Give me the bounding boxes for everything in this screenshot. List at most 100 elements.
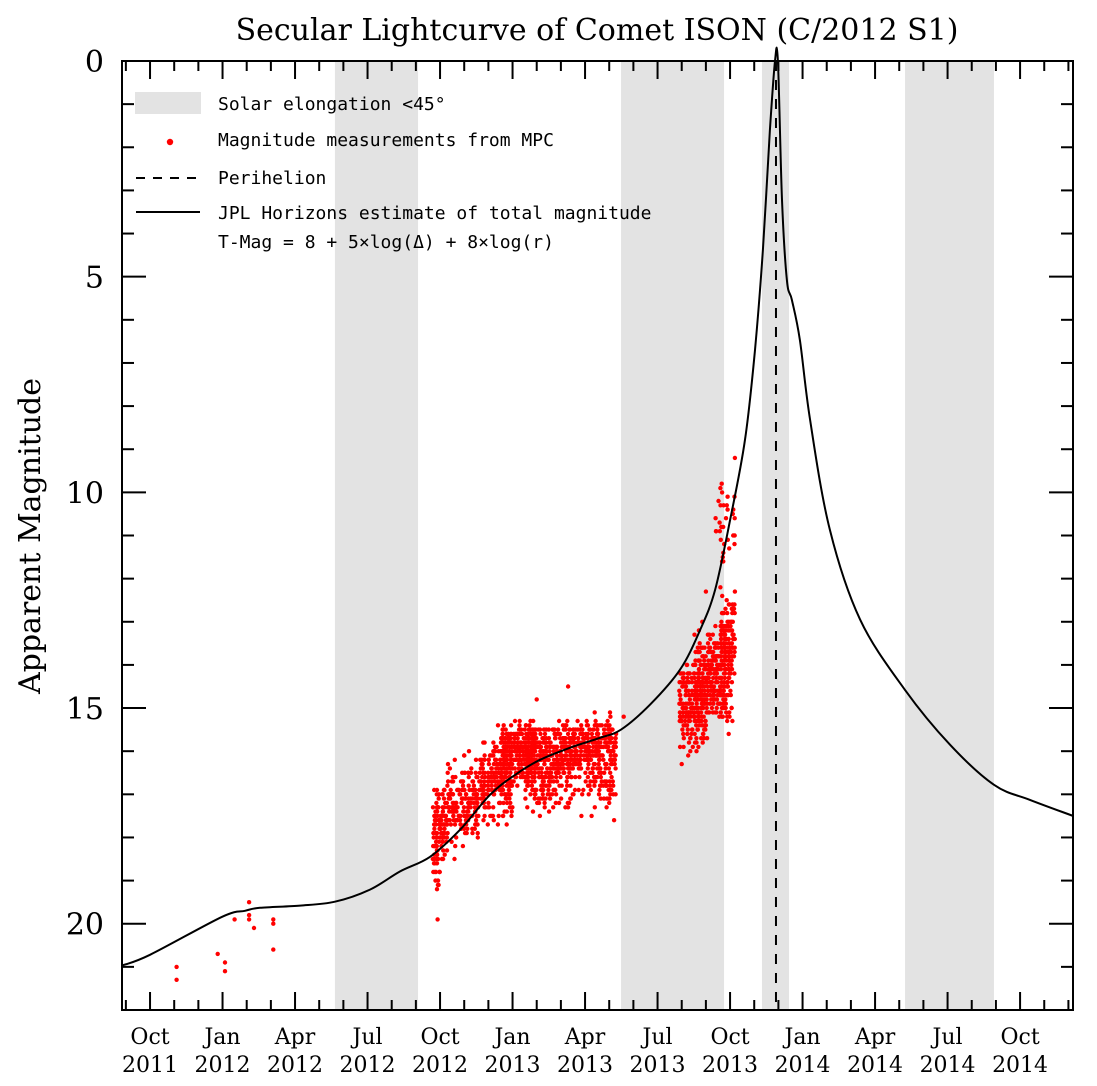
measurement-dot xyxy=(468,796,473,801)
measurement-dot xyxy=(559,766,565,771)
measurement-dot xyxy=(598,796,603,801)
measurement-dot xyxy=(564,753,569,758)
measurement-dot xyxy=(569,774,574,780)
measurement-dot xyxy=(459,796,465,801)
measurement-dot xyxy=(454,809,459,814)
measurement-dot xyxy=(500,813,506,819)
measurement-dot xyxy=(694,701,699,706)
measurement-dot xyxy=(678,697,683,702)
measurement-dot xyxy=(509,740,515,745)
measurement-dot xyxy=(533,792,538,797)
measurement-dot xyxy=(571,740,576,745)
measurement-dot xyxy=(609,736,614,741)
measurement-dot xyxy=(490,813,496,819)
measurement-dot xyxy=(543,744,549,750)
measurement-dot xyxy=(571,727,576,732)
measurement-dot xyxy=(715,662,720,668)
measurement-dot xyxy=(684,680,689,685)
measurement-dot xyxy=(550,727,556,732)
measurement-dot xyxy=(726,675,731,681)
measurement-dot xyxy=(695,727,700,732)
measurement-dot xyxy=(692,671,697,676)
measurement-dot xyxy=(547,744,553,750)
measurement-dot xyxy=(474,813,479,819)
measurement-dot xyxy=(465,813,470,819)
measurement-dot xyxy=(445,805,450,810)
measurement-dot xyxy=(568,753,573,758)
measurement-dot xyxy=(692,675,697,681)
measurement-dot xyxy=(546,757,551,762)
measurement-dot xyxy=(527,723,532,728)
measurement-dot xyxy=(567,727,572,732)
measurement-dot xyxy=(592,805,597,810)
measurement-dot xyxy=(436,792,442,797)
measurement-dot xyxy=(565,718,570,724)
measurement-dot xyxy=(430,856,435,862)
measurement-dot xyxy=(593,723,599,728)
measurement-dot xyxy=(480,783,486,788)
measurement-dot xyxy=(507,761,512,767)
measurement-dot xyxy=(439,818,444,823)
measurement-dot xyxy=(729,705,734,711)
measurement-dot xyxy=(688,736,693,741)
measurement-dot xyxy=(477,787,482,793)
measurement-dot xyxy=(468,805,473,810)
measurement-dot xyxy=(480,774,485,780)
measurement-dot xyxy=(547,740,553,745)
measurement-dot xyxy=(708,636,713,642)
measurement-dot xyxy=(583,779,588,784)
measurement-dot xyxy=(530,809,536,814)
measurement-dot xyxy=(458,792,463,797)
measurement-dot xyxy=(536,800,542,806)
measurement-dot xyxy=(489,766,494,771)
measurement-dot xyxy=(700,701,705,706)
measurement-dot xyxy=(717,529,722,534)
measurement-dot xyxy=(497,787,502,793)
measurement-dot xyxy=(710,692,716,698)
legend-band-swatch xyxy=(135,92,201,114)
measurement-dot xyxy=(506,792,511,797)
measurement-dot xyxy=(570,792,575,797)
measurement-dot xyxy=(485,822,490,827)
measurement-dot xyxy=(585,731,591,737)
measurement-dot xyxy=(718,636,724,642)
measurement-dot xyxy=(717,520,722,525)
measurement-dot xyxy=(577,774,582,780)
measurement-dot xyxy=(435,917,440,922)
measurement-dot xyxy=(722,667,728,672)
measurement-dot xyxy=(499,774,504,780)
measurement-dot xyxy=(550,761,555,767)
measurement-dot xyxy=(718,632,723,637)
measurement-dot xyxy=(677,688,682,693)
measurement-dot xyxy=(705,641,711,646)
measurement-dot xyxy=(531,731,536,737)
measurement-dot xyxy=(720,593,725,599)
measurement-dot xyxy=(446,818,451,823)
measurement-dot xyxy=(528,757,534,762)
measurement-dot xyxy=(692,684,698,689)
measurement-dot xyxy=(572,753,577,758)
measurement-dot xyxy=(723,516,729,521)
measurement-dot xyxy=(579,723,584,728)
measurement-dot xyxy=(706,658,711,663)
measurement-dot xyxy=(601,757,606,762)
measurement-dot xyxy=(720,628,725,633)
measurement-dot xyxy=(443,800,448,806)
measurement-dot xyxy=(692,705,697,711)
measurement-dot xyxy=(534,766,539,771)
measurement-dot xyxy=(517,757,523,762)
measurement-dot xyxy=(518,740,524,745)
measurement-dot xyxy=(538,744,543,750)
measurement-dot xyxy=(222,969,228,974)
measurement-dot xyxy=(445,779,451,784)
measurement-dot xyxy=(502,792,507,797)
measurement-dot xyxy=(611,749,616,754)
measurement-dot xyxy=(449,839,454,844)
measurement-dot xyxy=(571,731,576,737)
measurement-dot xyxy=(580,792,585,797)
measurement-dot xyxy=(700,671,705,676)
measurement-dot xyxy=(725,507,730,512)
measurement-dot xyxy=(461,805,467,810)
measurement-dot xyxy=(591,727,596,732)
measurement-dot xyxy=(496,813,501,819)
